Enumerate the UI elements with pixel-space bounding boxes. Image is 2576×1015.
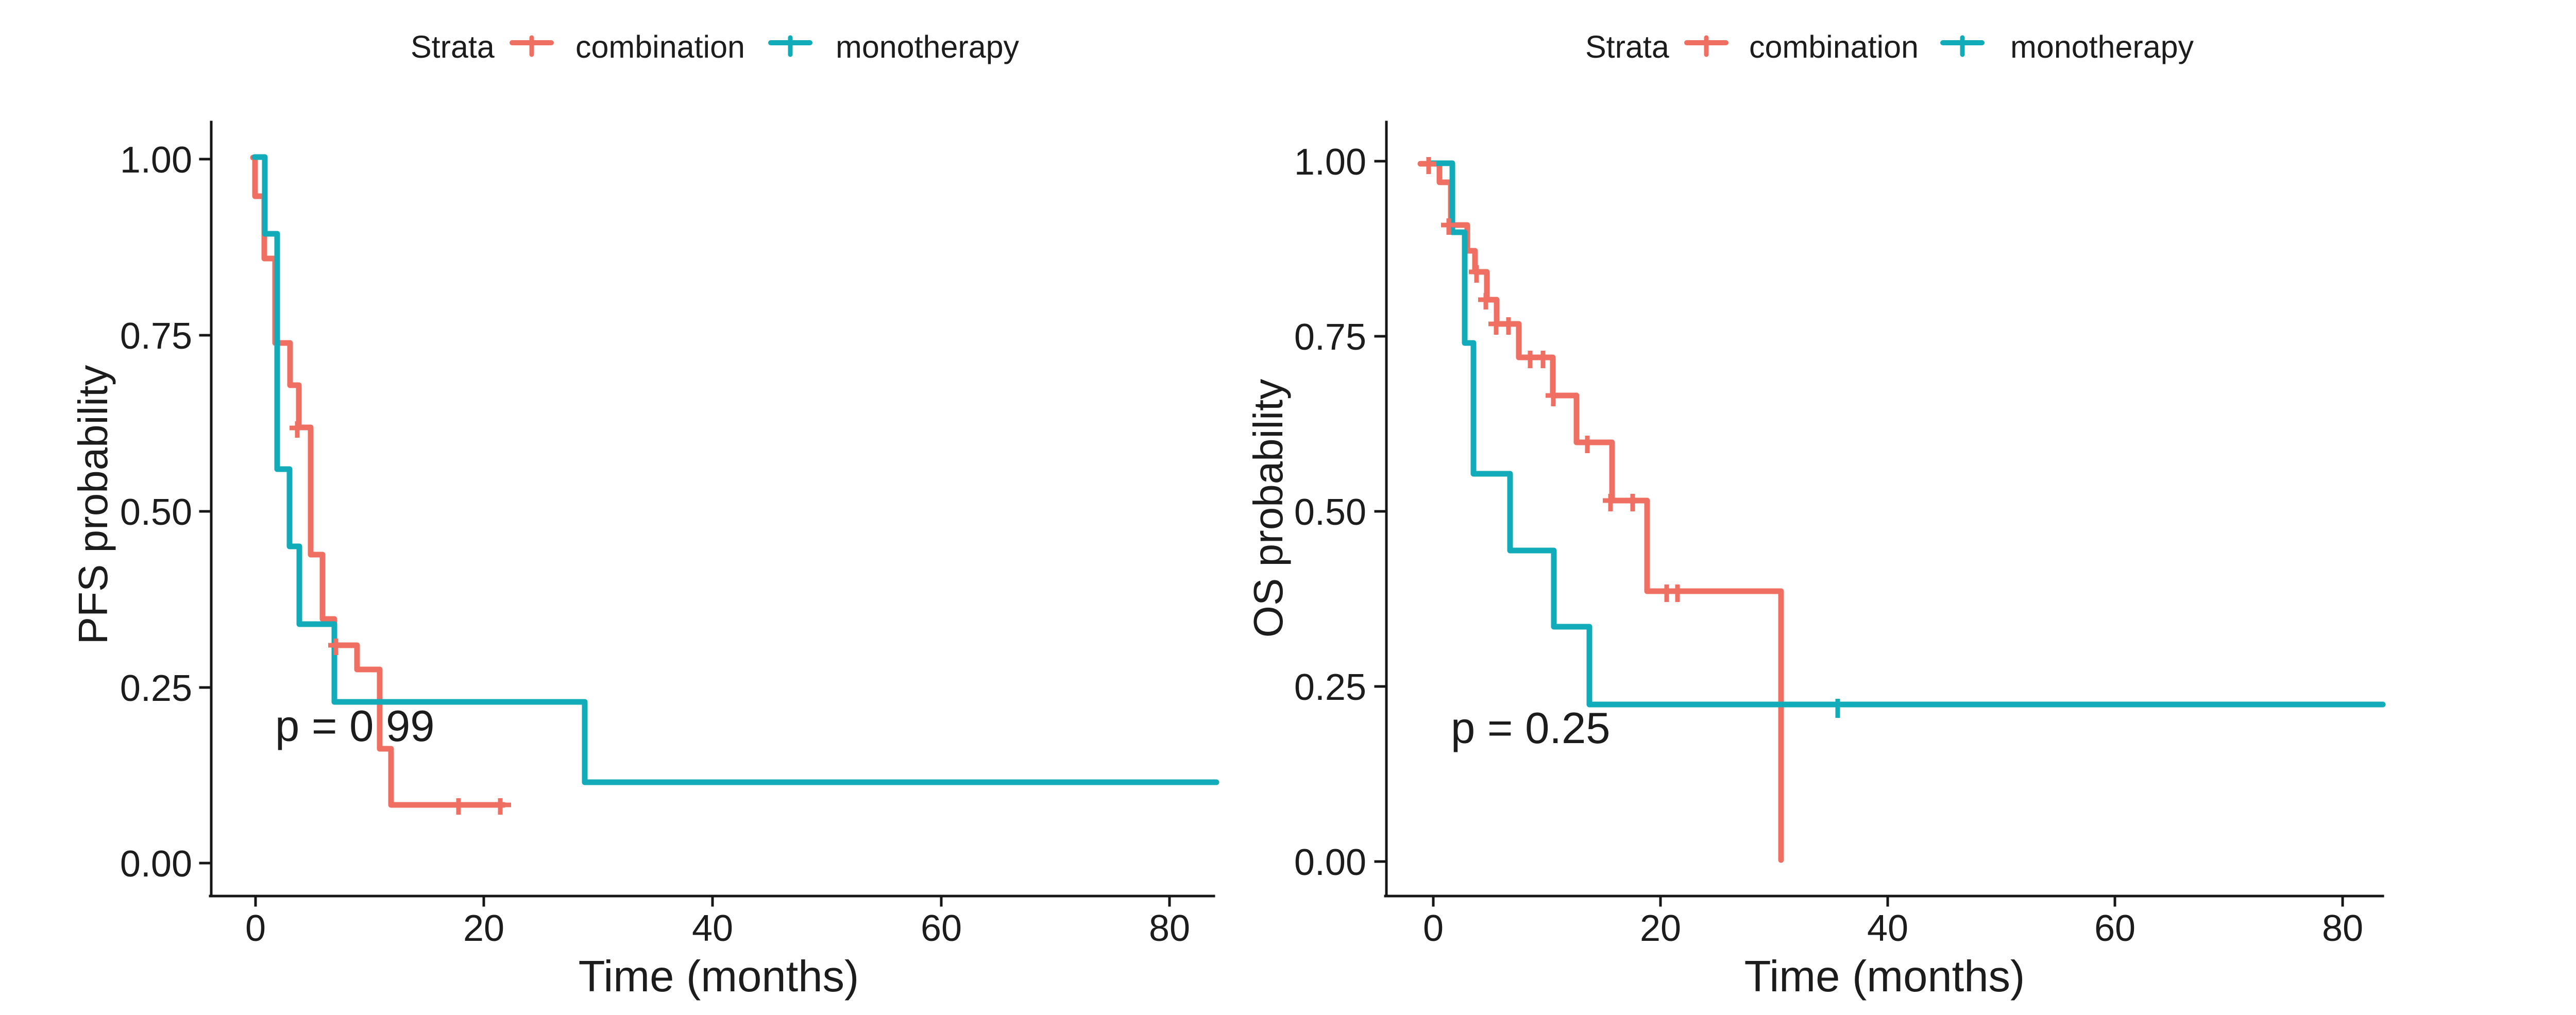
svg-text:1.00: 1.00	[1294, 142, 1366, 183]
svg-text:p = 0.99: p = 0.99	[275, 702, 435, 751]
svg-text:0.75: 0.75	[120, 316, 192, 357]
svg-text:60: 60	[2094, 908, 2136, 949]
svg-text:Time (months): Time (months)	[579, 952, 859, 1001]
svg-text:20: 20	[1640, 908, 1681, 949]
svg-text:80: 80	[1149, 908, 1190, 949]
svg-text:Time (months): Time (months)	[1744, 952, 2025, 1001]
svg-text:80: 80	[2322, 908, 2363, 949]
svg-text:0.50: 0.50	[1294, 492, 1366, 533]
svg-text:monotherapy: monotherapy	[836, 29, 1020, 64]
svg-text:0.00: 0.00	[120, 844, 192, 885]
svg-text:monotherapy: monotherapy	[2010, 29, 2194, 64]
svg-text:Strata: Strata	[1585, 29, 1669, 64]
svg-text:PFS probability: PFS probability	[70, 365, 116, 644]
svg-text:combination: combination	[1749, 29, 1919, 64]
svg-text:0.00: 0.00	[1294, 842, 1366, 883]
svg-text:0: 0	[1423, 908, 1444, 949]
svg-text:1.00: 1.00	[120, 140, 192, 181]
svg-text:20: 20	[463, 908, 504, 949]
svg-text:0: 0	[245, 908, 266, 949]
svg-text:OS probability: OS probability	[1245, 379, 1291, 638]
svg-text:40: 40	[1867, 908, 1908, 949]
svg-text:p = 0.25: p = 0.25	[1451, 704, 1611, 753]
svg-text:0.50: 0.50	[120, 492, 192, 533]
svg-text:0.25: 0.25	[1294, 667, 1366, 708]
svg-text:0.75: 0.75	[1294, 317, 1366, 358]
svg-text:40: 40	[692, 908, 733, 949]
svg-text:Strata: Strata	[411, 29, 495, 64]
svg-text:60: 60	[921, 908, 962, 949]
svg-text:0.25: 0.25	[120, 668, 192, 709]
svg-text:combination: combination	[575, 29, 745, 64]
